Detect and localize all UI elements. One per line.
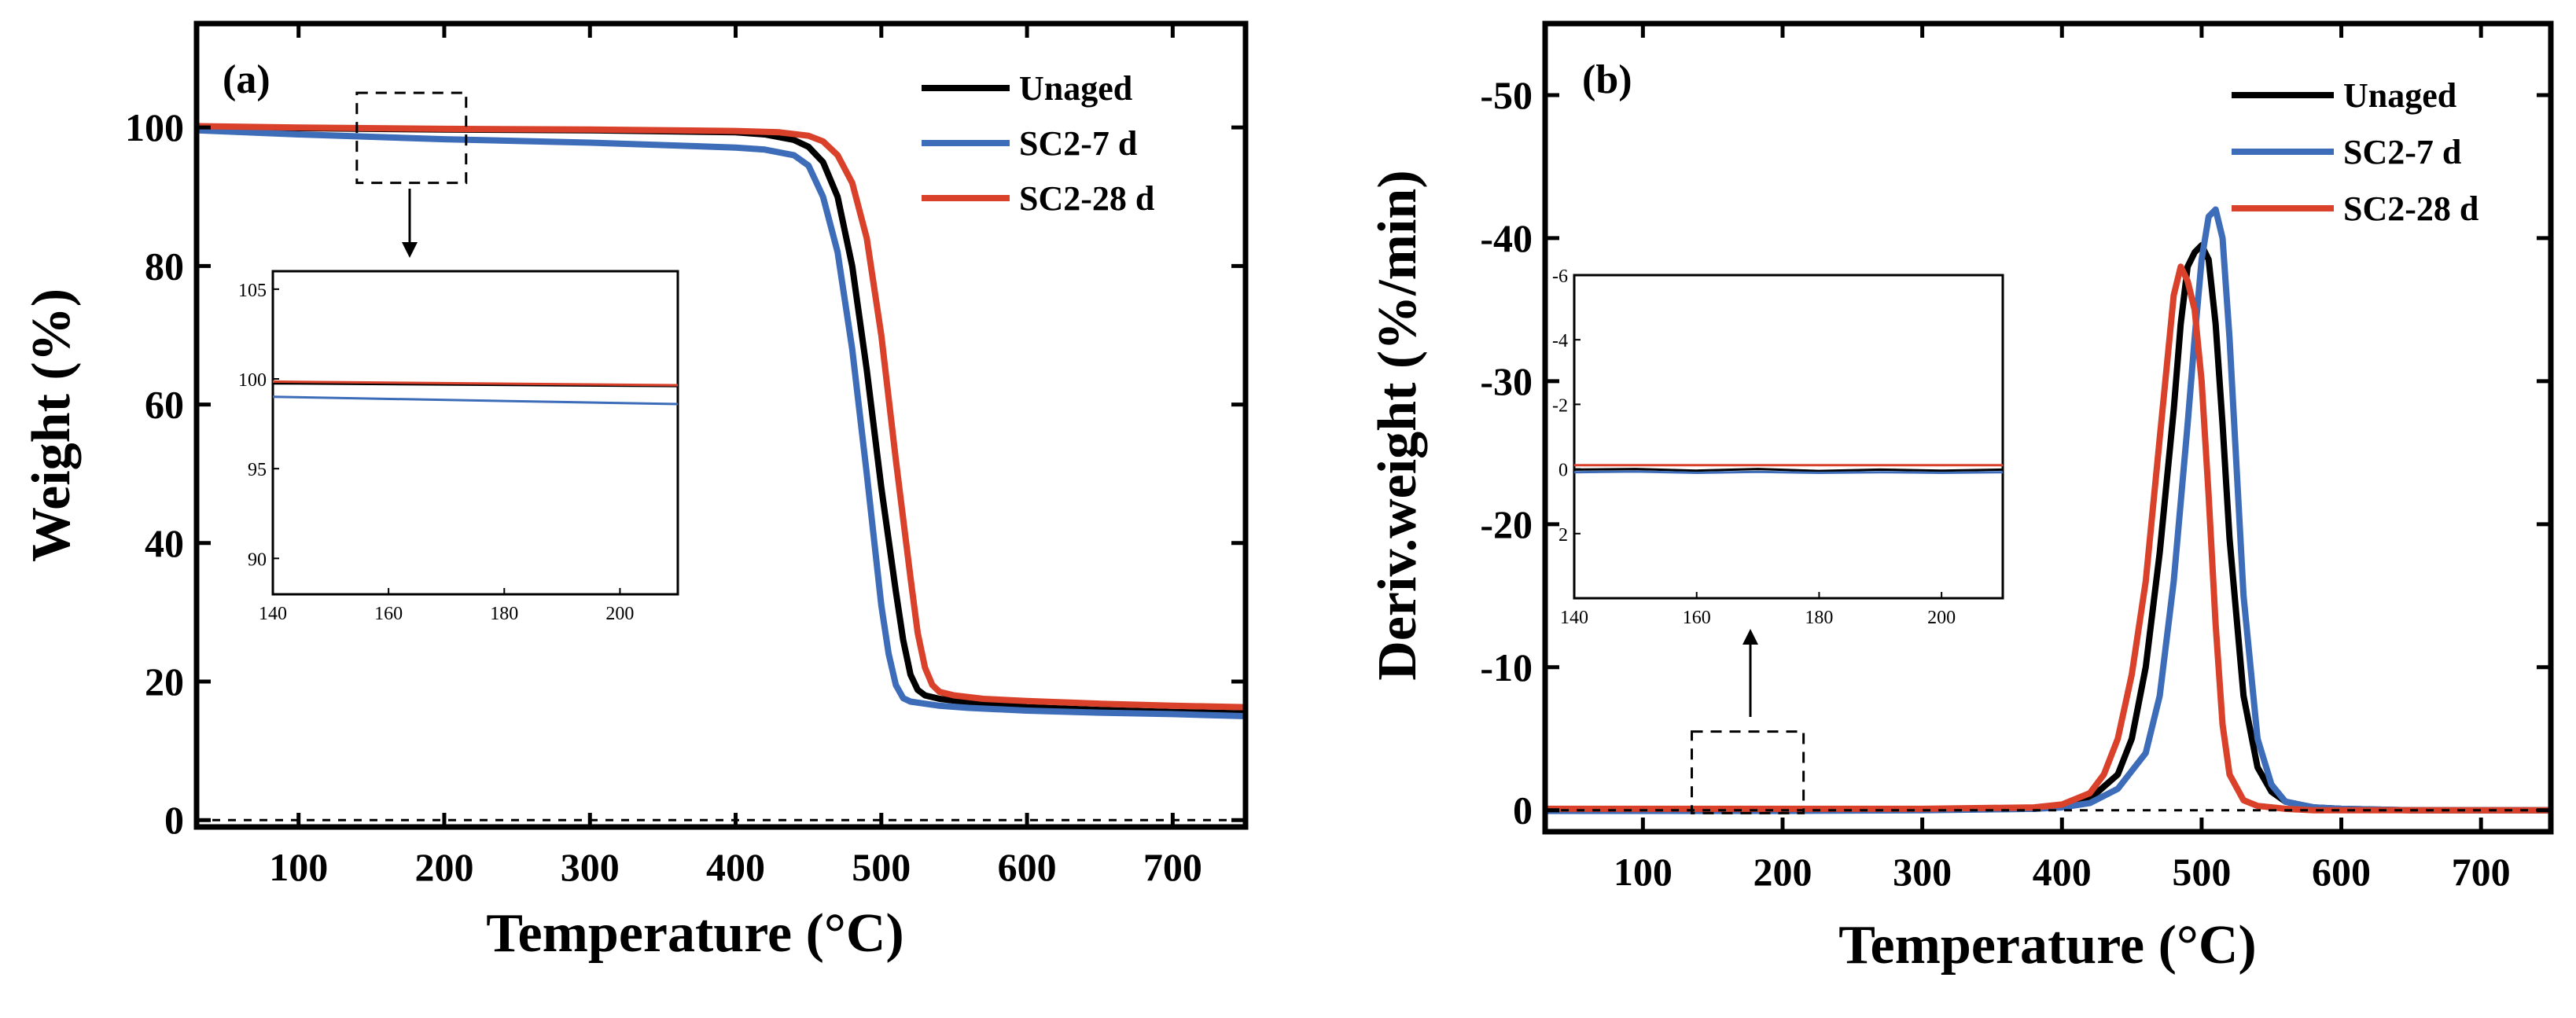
legend-label-unaged: Unaged — [2343, 76, 2456, 115]
x-tick-label: 100 — [1614, 850, 1673, 894]
panel-b-chart: 100 200 300 400 500 600 7000-10-20-30-40-50Tem… — [1367, 20, 2554, 976]
panel-label: (a) — [223, 57, 270, 102]
inset-x-tick-label: 200 — [1927, 608, 1956, 628]
series-line-sc2-28-d — [197, 123, 1246, 711]
inset-x-tick-label: 160 — [374, 604, 403, 624]
panel-a-chart: 100 200 300 400 500 600 700 0 20 40 60 80 100 Tempera… — [21, 20, 1249, 964]
y-tick-label: 20 — [145, 660, 184, 704]
inset-y-tick-label: 105 — [238, 281, 267, 301]
series-group — [197, 123, 1246, 719]
legend-label-unaged: Unaged — [1019, 69, 1132, 108]
inset-series-group — [273, 380, 678, 406]
inset-y-tick-label: 90 — [248, 549, 267, 570]
inset-x-tick-label: 180 — [490, 604, 518, 624]
legend-label-sc2-28-d: SC2-28 d — [2343, 189, 2478, 228]
y-axis-title: Deriv.weight (%/min) — [1367, 170, 1428, 680]
inset-y-tick-label: -6 — [1552, 266, 1568, 287]
zoom-arrow-head — [402, 242, 418, 258]
x-tick-label: 100 — [269, 845, 328, 889]
x-axis-title: Temperature (°C) — [486, 903, 904, 964]
y-axis-title: Weight (%) — [21, 288, 82, 562]
x-tick-label: 300 — [1893, 850, 1952, 894]
inset-series-line-unaged — [1574, 468, 2003, 472]
inset-frame — [1573, 274, 2004, 600]
x-tick-label: 500 — [2172, 850, 2231, 894]
plot-frame — [193, 20, 1249, 830]
x-tick-label: 200 — [1753, 850, 1812, 894]
x-tick-label: 600 — [998, 845, 1057, 889]
zoom-box — [355, 91, 468, 185]
inset-y-tick-label: 100 — [238, 370, 267, 391]
legend-label-sc2-28-d: SC2-28 d — [1019, 179, 1154, 218]
y-tick-label: 40 — [145, 521, 184, 565]
y-tick-label: -10 — [1480, 645, 1533, 689]
y-tick-label: -40 — [1480, 216, 1533, 260]
inset-series-line-sc2-7-d — [1574, 470, 2003, 475]
inset-x-tick-label: 140 — [1560, 608, 1588, 628]
inset-y-tick-label: -2 — [1552, 395, 1568, 416]
x-axis-title: Temperature (°C) — [1838, 915, 2257, 976]
y-tick-label: 60 — [145, 383, 184, 427]
y-tick-label: 0 — [1513, 788, 1533, 832]
x-tick-label: 200 — [414, 845, 473, 889]
x-tick-label: 700 — [2452, 850, 2511, 894]
y-tick-label: -30 — [1480, 359, 1533, 403]
series-line-sc2-7-d — [197, 127, 1246, 719]
legend-label-sc2-7-d: SC2-7 d — [1019, 124, 1137, 163]
inset-series-line-sc2-7-d — [273, 395, 678, 406]
y-tick-label: -20 — [1480, 502, 1533, 546]
zoom-box — [1691, 730, 1805, 814]
inset-y-tick-label: 0 — [1558, 461, 1568, 481]
x-tick-label: 400 — [2033, 850, 2092, 894]
inset-series-group — [1574, 464, 2003, 475]
x-tick-label: 400 — [706, 845, 765, 889]
zoom-arrow-head — [1742, 629, 1758, 645]
inset-chart: 140 160 180 200 90 95 100 105 — [238, 270, 679, 624]
legend-label-sc2-7-d: SC2-7 d — [2343, 133, 2461, 171]
series-line-sc2-28-d — [1545, 263, 2551, 814]
x-tick-label: 300 — [561, 845, 620, 889]
y-tick-label: 0 — [164, 798, 184, 842]
x-tick-label: 600 — [2312, 850, 2371, 894]
plot-frame — [1542, 20, 2554, 835]
inset-y-tick-label: 2 — [1558, 525, 1568, 546]
inset-chart: 140 160 180 200 -6 -4 -2 0 2 — [1552, 266, 2004, 628]
y-tick-label: 80 — [145, 244, 184, 288]
inset-frame — [271, 270, 679, 596]
inset-x-tick-label: 160 — [1683, 608, 1711, 628]
inset-y-tick-label: -4 — [1552, 331, 1568, 351]
inset-y-tick-label: 95 — [248, 460, 267, 480]
y-tick-label: -50 — [1480, 73, 1533, 117]
inset-x-tick-label: 140 — [259, 604, 287, 624]
inset-x-tick-label: 200 — [605, 604, 634, 624]
y-tick-label: 100 — [125, 105, 184, 149]
panel-label: (b) — [1582, 57, 1632, 102]
x-tick-label: 500 — [852, 845, 911, 889]
inset-series-line-sc2-28-d — [273, 380, 678, 387]
series-group — [1545, 206, 2551, 814]
x-tick-label: 700 — [1143, 845, 1202, 889]
inset-x-tick-label: 180 — [1805, 608, 1833, 628]
